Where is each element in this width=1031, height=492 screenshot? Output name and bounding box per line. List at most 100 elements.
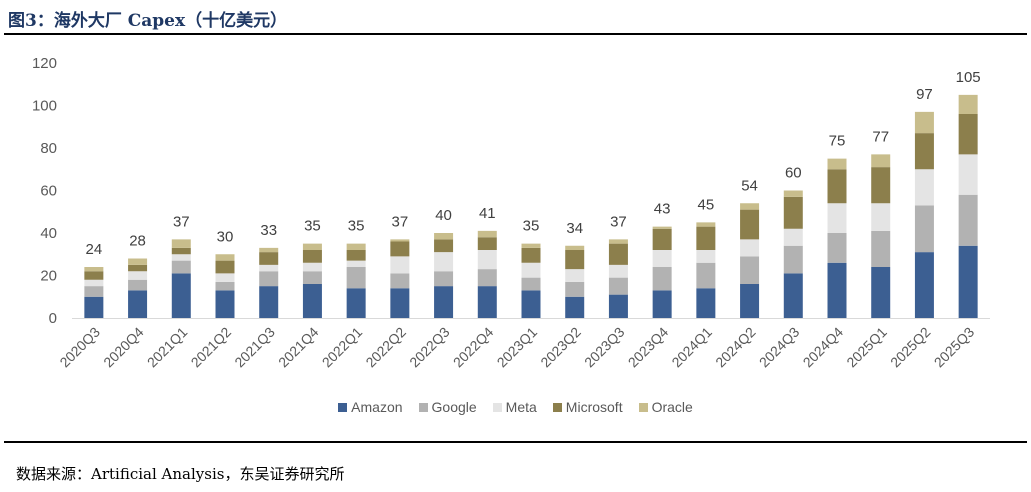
bar-segment-oracle-2022q4 xyxy=(477,230,497,238)
total-label: 35 xyxy=(523,218,540,235)
bar-segment-meta-2021q2 xyxy=(215,273,235,282)
legend-item-microsoft[interactable]: Microsoft xyxy=(552,399,623,415)
total-label: 54 xyxy=(741,177,758,194)
y-tick-label: 0 xyxy=(49,310,57,327)
x-tick-label: 2021Q1 xyxy=(144,324,191,371)
bar-segment-meta-2022q4 xyxy=(477,250,497,270)
x-tick-label: 2021Q4 xyxy=(275,324,322,371)
bar-segment-amazon-2020q3 xyxy=(84,296,104,318)
bar-segment-oracle-2025q3 xyxy=(958,94,978,114)
y-tick-label: 20 xyxy=(40,268,57,285)
total-label: 37 xyxy=(610,213,627,230)
bar-segment-google-2022q3 xyxy=(434,271,454,287)
legend-swatch-google xyxy=(418,402,428,412)
bar-segment-amazon-2024q4 xyxy=(827,262,847,318)
total-label: 77 xyxy=(872,128,889,145)
bar-segment-google-2025q1 xyxy=(871,230,891,267)
bar-segment-google-2022q1 xyxy=(346,267,366,289)
bar-segment-oracle-2025q2 xyxy=(914,111,934,134)
bar-segment-amazon-2021q3 xyxy=(259,286,279,318)
bar-segment-microsoft-2025q2 xyxy=(914,133,934,170)
bar-segment-google-2021q4 xyxy=(302,271,322,284)
bar-segment-google-2020q3 xyxy=(84,286,104,297)
bar-segment-google-2023q4 xyxy=(652,267,672,291)
source-note: 数据来源：Artificial Analysis，东吴证券研究所 xyxy=(16,465,345,483)
bar-segment-google-2023q1 xyxy=(521,277,541,291)
bar-segment-microsoft-2024q3 xyxy=(783,196,803,229)
legend-item-meta[interactable]: Meta xyxy=(492,399,537,415)
bar-segment-microsoft-2021q1 xyxy=(171,247,191,255)
total-label: 33 xyxy=(260,222,277,239)
bar-segment-oracle-2024q3 xyxy=(783,190,803,197)
x-tick-label: 2022Q2 xyxy=(362,324,409,371)
bar-segment-oracle-2022q1 xyxy=(346,243,366,250)
bar-segment-meta-2022q3 xyxy=(434,252,454,272)
bar-segment-amazon-2021q2 xyxy=(215,290,235,318)
bar-segment-amazon-2023q2 xyxy=(565,296,585,318)
legend-swatch-amazon xyxy=(338,402,348,412)
legend-label-google: Google xyxy=(431,399,477,415)
bar-segment-oracle-2023q3 xyxy=(608,239,628,244)
bar-segment-microsoft-2024q1 xyxy=(696,226,716,250)
legend-label-microsoft: Microsoft xyxy=(565,399,623,415)
legend-item-oracle[interactable]: Oracle xyxy=(638,399,693,415)
y-tick-label: 80 xyxy=(40,140,57,157)
total-label: 24 xyxy=(86,241,103,258)
bar-segment-microsoft-2020q4 xyxy=(128,264,148,272)
bar-segment-microsoft-2022q4 xyxy=(477,237,497,250)
bar-segment-oracle-2020q3 xyxy=(84,267,104,272)
bar-segment-amazon-2022q1 xyxy=(346,288,366,318)
total-label: 43 xyxy=(654,201,671,218)
bar-segment-oracle-2023q4 xyxy=(652,226,672,229)
x-tick-label: 2023Q3 xyxy=(581,324,628,371)
legend-swatch-microsoft xyxy=(552,402,562,412)
x-tick-label: 2024Q4 xyxy=(800,324,847,371)
total-label: 37 xyxy=(173,213,190,230)
x-tick-label: 2025Q2 xyxy=(887,324,934,371)
bar-segment-meta-2022q1 xyxy=(346,260,366,267)
bar-segment-meta-2023q3 xyxy=(608,264,628,278)
legend-label-meta: Meta xyxy=(505,399,537,415)
figure-title: 图3：海外大厂 Capex（十亿美元） xyxy=(8,11,288,31)
bar-segment-google-2024q1 xyxy=(696,262,716,289)
bar-segment-meta-2021q1 xyxy=(171,254,191,261)
bar-segment-amazon-2022q3 xyxy=(434,286,454,318)
bar-segment-google-2025q2 xyxy=(914,205,934,253)
total-label: 34 xyxy=(566,220,583,237)
bar-segment-meta-2021q4 xyxy=(302,262,322,272)
bar-segment-amazon-2022q4 xyxy=(477,286,497,318)
bar-segment-microsoft-2023q2 xyxy=(565,250,585,270)
bar-segment-amazon-2025q2 xyxy=(914,252,934,318)
bar-segment-amazon-2023q4 xyxy=(652,290,672,318)
bar-segment-google-2021q1 xyxy=(171,260,191,274)
legend-swatch-oracle xyxy=(638,402,648,412)
bar-segment-google-2024q4 xyxy=(827,233,847,263)
bar-segment-microsoft-2023q1 xyxy=(521,247,541,263)
bar-segment-amazon-2020q4 xyxy=(128,290,148,318)
x-tick-label: 2021Q2 xyxy=(188,324,235,371)
total-label: 35 xyxy=(348,218,365,235)
bar-segment-amazon-2024q3 xyxy=(783,273,803,318)
legend-item-amazon[interactable]: Amazon xyxy=(338,399,403,415)
legend: Amazon Google Meta Microsoft Oracle xyxy=(0,399,1031,415)
x-tick-label: 2020Q4 xyxy=(100,324,147,371)
bar-segment-microsoft-2021q3 xyxy=(259,252,279,265)
bar-segment-oracle-2021q3 xyxy=(259,247,279,253)
x-tick-label: 2025Q3 xyxy=(931,324,978,371)
bar-segment-amazon-2024q1 xyxy=(696,288,716,318)
bar-segment-oracle-2021q4 xyxy=(302,243,322,250)
bar-segment-microsoft-2022q2 xyxy=(390,241,410,257)
bar-segment-google-2024q3 xyxy=(783,245,803,274)
bar-segment-amazon-2024q2 xyxy=(740,284,760,318)
bar-segment-meta-2023q4 xyxy=(652,250,672,267)
x-tick-label: 2020Q3 xyxy=(56,324,103,371)
legend-label-amazon: Amazon xyxy=(351,399,403,415)
bar-segment-microsoft-2021q4 xyxy=(302,250,322,263)
total-label: 37 xyxy=(392,213,409,230)
bar-segment-google-2021q3 xyxy=(259,271,279,287)
bar-segment-google-2024q2 xyxy=(740,256,760,284)
bar-segment-microsoft-2022q3 xyxy=(434,239,454,253)
legend-item-google[interactable]: Google xyxy=(418,399,477,415)
bar-segment-oracle-2020q4 xyxy=(128,258,148,265)
bar-segment-oracle-2024q2 xyxy=(740,203,760,210)
